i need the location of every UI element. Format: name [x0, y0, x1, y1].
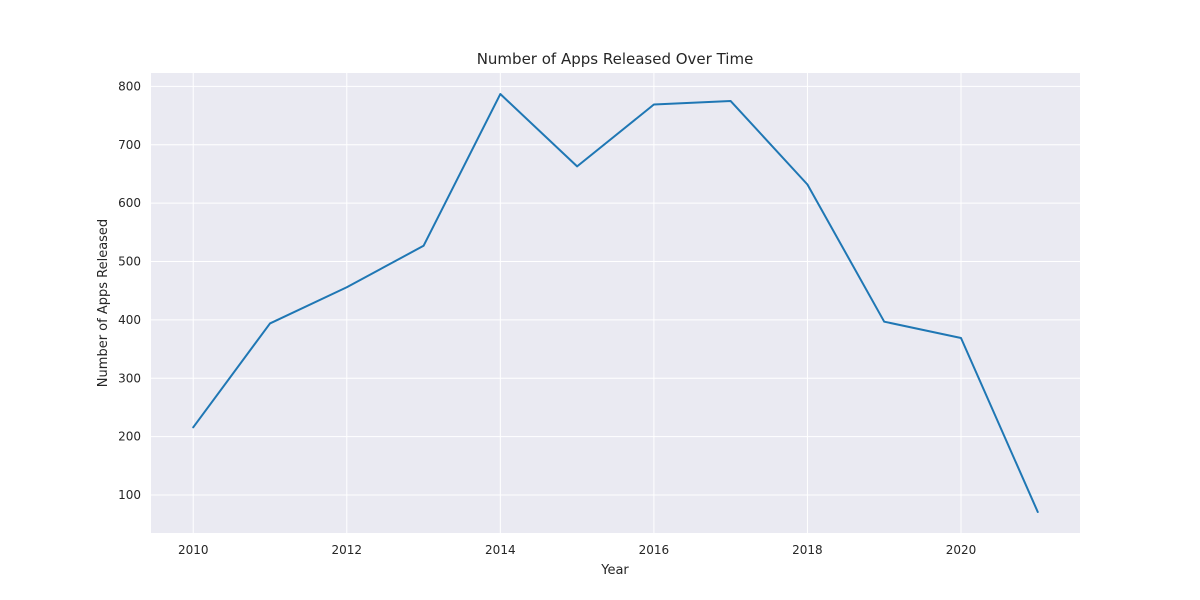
data-point: [269, 322, 271, 324]
y-tick-label: 700: [118, 138, 141, 152]
data-point: [192, 426, 194, 428]
data-point: [806, 184, 808, 186]
x-tick-label: 2018: [792, 543, 823, 557]
data-point: [653, 104, 655, 106]
y-tick-labels: 100 200 300 400 500 600 700 800: [118, 79, 141, 502]
plot-area: [151, 73, 1080, 533]
x-tick-labels: 2010 2012 2014 2016 2018 2020: [178, 543, 976, 557]
data-point: [423, 245, 425, 247]
chart-title: Number of Apps Released Over Time: [477, 50, 754, 68]
y-tick-label: 400: [118, 313, 141, 327]
y-tick-label: 100: [118, 488, 141, 502]
data-point: [960, 337, 962, 339]
y-tick-label: 500: [118, 255, 141, 269]
series-line: [192, 93, 1039, 513]
y-tick-label: 200: [118, 430, 141, 444]
x-tick-label: 2020: [946, 543, 977, 557]
data-point: [499, 93, 501, 95]
data-point: [346, 286, 348, 288]
x-axis-label: Year: [600, 563, 629, 578]
y-tick-label: 300: [118, 371, 141, 385]
series-layer: [192, 93, 1039, 513]
y-axis-label: Number of Apps Released: [96, 219, 111, 387]
x-tick-label: 2012: [332, 543, 363, 557]
data-point: [883, 321, 885, 323]
data-point: [576, 165, 578, 167]
x-tick-label: 2016: [639, 543, 670, 557]
data-point: [1037, 511, 1039, 513]
y-tick-label: 600: [118, 196, 141, 210]
y-gridlines: [151, 85, 1080, 496]
data-point: [730, 100, 732, 102]
x-tick-label: 2014: [485, 543, 516, 557]
x-gridlines: [192, 73, 962, 533]
y-tick-label: 800: [118, 79, 141, 93]
x-tick-label: 2010: [178, 543, 209, 557]
